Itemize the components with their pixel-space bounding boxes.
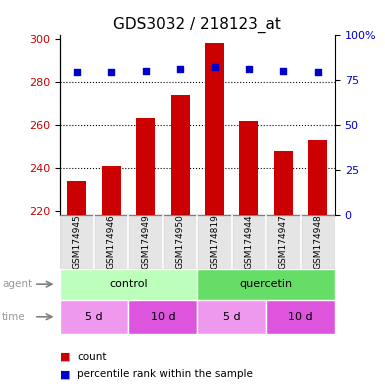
Text: GSM174944: GSM174944 (244, 215, 253, 269)
Bar (94, 215, 129, 269)
Bar (60, 300, 129, 334)
Bar (102, 166, 121, 215)
Bar (239, 121, 258, 215)
Text: agent: agent (2, 279, 32, 289)
Text: control: control (109, 279, 148, 289)
Point (177, 66, 183, 72)
Point (246, 66, 252, 72)
Bar (197, 300, 266, 334)
Text: GSM174947: GSM174947 (279, 215, 288, 269)
Bar (197, 215, 232, 269)
Bar (129, 215, 163, 269)
Bar (232, 215, 266, 269)
Bar (266, 215, 301, 269)
Text: 5 d: 5 d (223, 312, 241, 322)
Bar (301, 215, 335, 269)
Bar (274, 151, 293, 215)
Title: GDS3032 / 218123_at: GDS3032 / 218123_at (113, 17, 281, 33)
Bar (136, 118, 155, 215)
Text: time: time (2, 312, 25, 322)
Text: GSM174949: GSM174949 (141, 215, 150, 269)
Bar (163, 215, 197, 269)
Text: ■: ■ (60, 369, 70, 379)
Bar (205, 43, 224, 215)
Text: GSM174946: GSM174946 (107, 215, 116, 269)
Text: GSM174945: GSM174945 (72, 215, 81, 269)
Text: quercetin: quercetin (239, 279, 293, 289)
Text: 10 d: 10 d (288, 312, 313, 322)
Text: percentile rank within the sample: percentile rank within the sample (77, 369, 253, 379)
Text: ■: ■ (60, 352, 70, 362)
Point (142, 68, 149, 74)
Bar (60, 269, 197, 300)
Bar (171, 95, 189, 215)
Bar (308, 140, 327, 215)
Point (74, 70, 80, 76)
Point (280, 68, 286, 74)
Bar (67, 180, 86, 215)
Point (108, 70, 114, 76)
Text: GSM174948: GSM174948 (313, 215, 322, 269)
Point (315, 70, 321, 76)
Point (211, 64, 218, 70)
Bar (266, 300, 335, 334)
Text: 10 d: 10 d (151, 312, 175, 322)
Text: count: count (77, 352, 107, 362)
Text: GSM174819: GSM174819 (210, 215, 219, 269)
Text: 5 d: 5 d (85, 312, 103, 322)
Bar (60, 215, 94, 269)
Bar (197, 269, 335, 300)
Bar (129, 300, 197, 334)
Text: GSM174950: GSM174950 (176, 215, 185, 269)
